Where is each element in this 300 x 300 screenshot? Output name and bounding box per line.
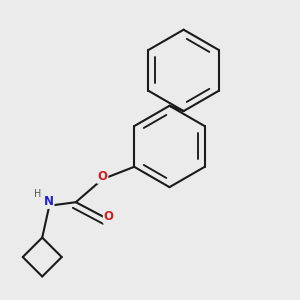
Text: N: N xyxy=(44,195,54,208)
Text: O: O xyxy=(98,170,107,183)
Text: O: O xyxy=(104,210,114,223)
Text: H: H xyxy=(34,189,42,200)
